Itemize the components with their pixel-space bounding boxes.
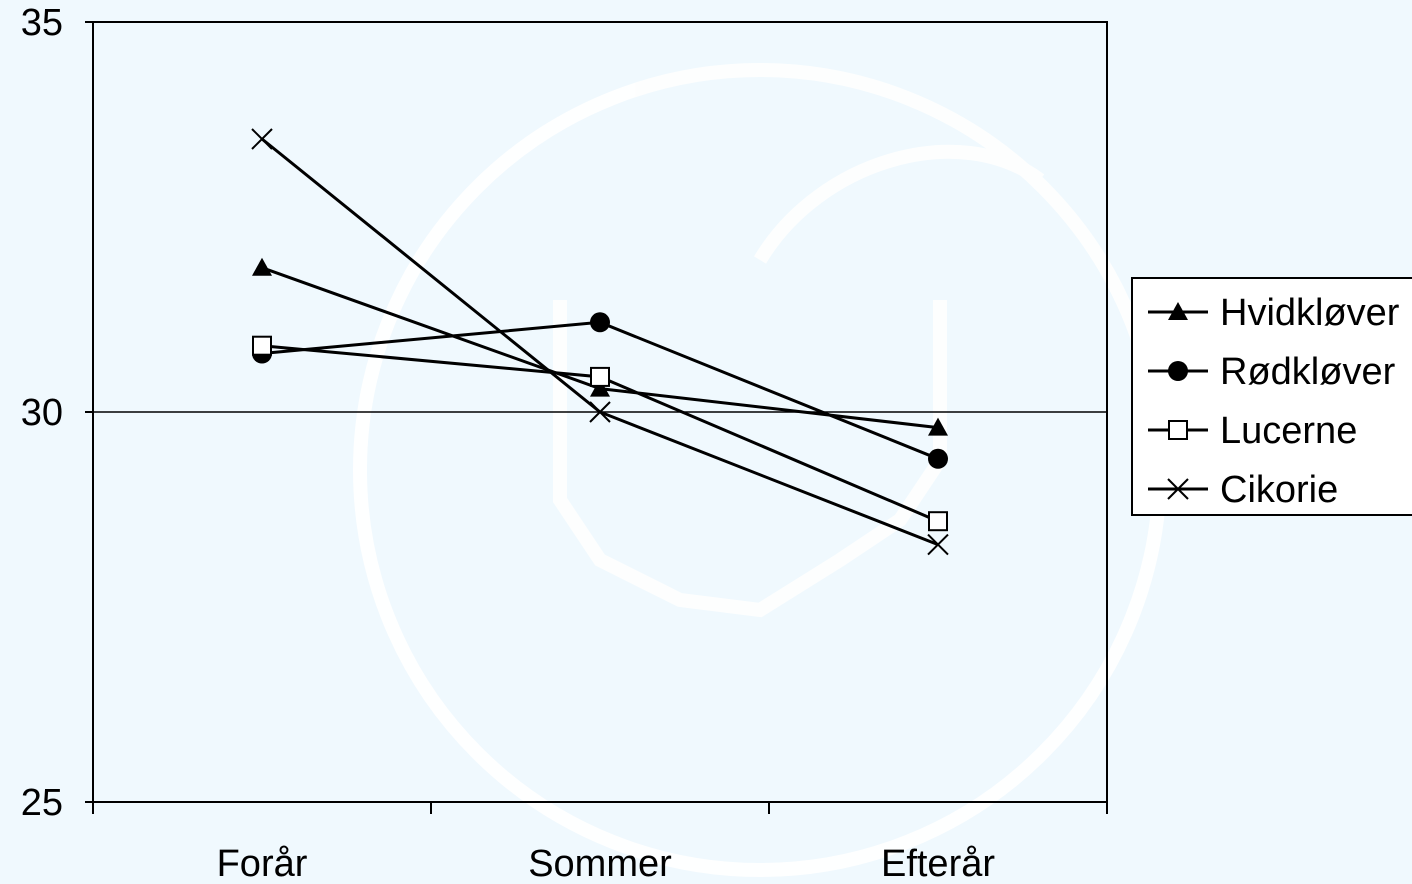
legend-item: Cikorie <box>1148 469 1338 511</box>
data-point <box>590 366 610 387</box>
x-marker-stroke <box>1167 478 1189 500</box>
series-2 <box>252 335 948 532</box>
data-point <box>927 533 949 556</box>
x-marker-stroke <box>251 128 273 150</box>
x-marker-stroke <box>927 533 949 556</box>
data-point <box>252 335 272 356</box>
data-point <box>928 417 948 436</box>
legend-marker <box>1168 420 1188 440</box>
data-point <box>590 378 610 397</box>
x-tick-label: Forår <box>217 843 308 884</box>
data-point <box>928 511 948 532</box>
legend-item: Lucerne <box>1148 410 1357 452</box>
legend-item: Hvidkløver <box>1148 292 1400 334</box>
legend-marker <box>1168 302 1188 320</box>
legend-label: Lucerne <box>1220 410 1357 452</box>
legend-label: Cikorie <box>1220 469 1338 511</box>
data-point <box>252 257 272 276</box>
legend-label: Hvidkløver <box>1220 292 1400 334</box>
legend-marker <box>1167 478 1189 500</box>
legend-item: Rødkløver <box>1148 351 1396 393</box>
y-tick-label: 30 <box>21 392 63 434</box>
x-marker-stroke <box>589 401 611 423</box>
data-point <box>928 448 948 469</box>
x-tick-label: Sommer <box>528 843 672 884</box>
legend-label: Rødkløver <box>1220 351 1396 393</box>
series-3 <box>251 128 949 556</box>
watermark-seal <box>353 63 1167 877</box>
data-point <box>590 312 610 333</box>
y-tick-label: 25 <box>21 782 63 824</box>
data-point <box>589 401 611 423</box>
series-0 <box>252 257 948 436</box>
y-tick-label: 35 <box>21 2 63 44</box>
x-tick-label: Efterår <box>881 843 995 884</box>
legend-marker <box>1168 361 1188 381</box>
data-point <box>251 128 273 150</box>
